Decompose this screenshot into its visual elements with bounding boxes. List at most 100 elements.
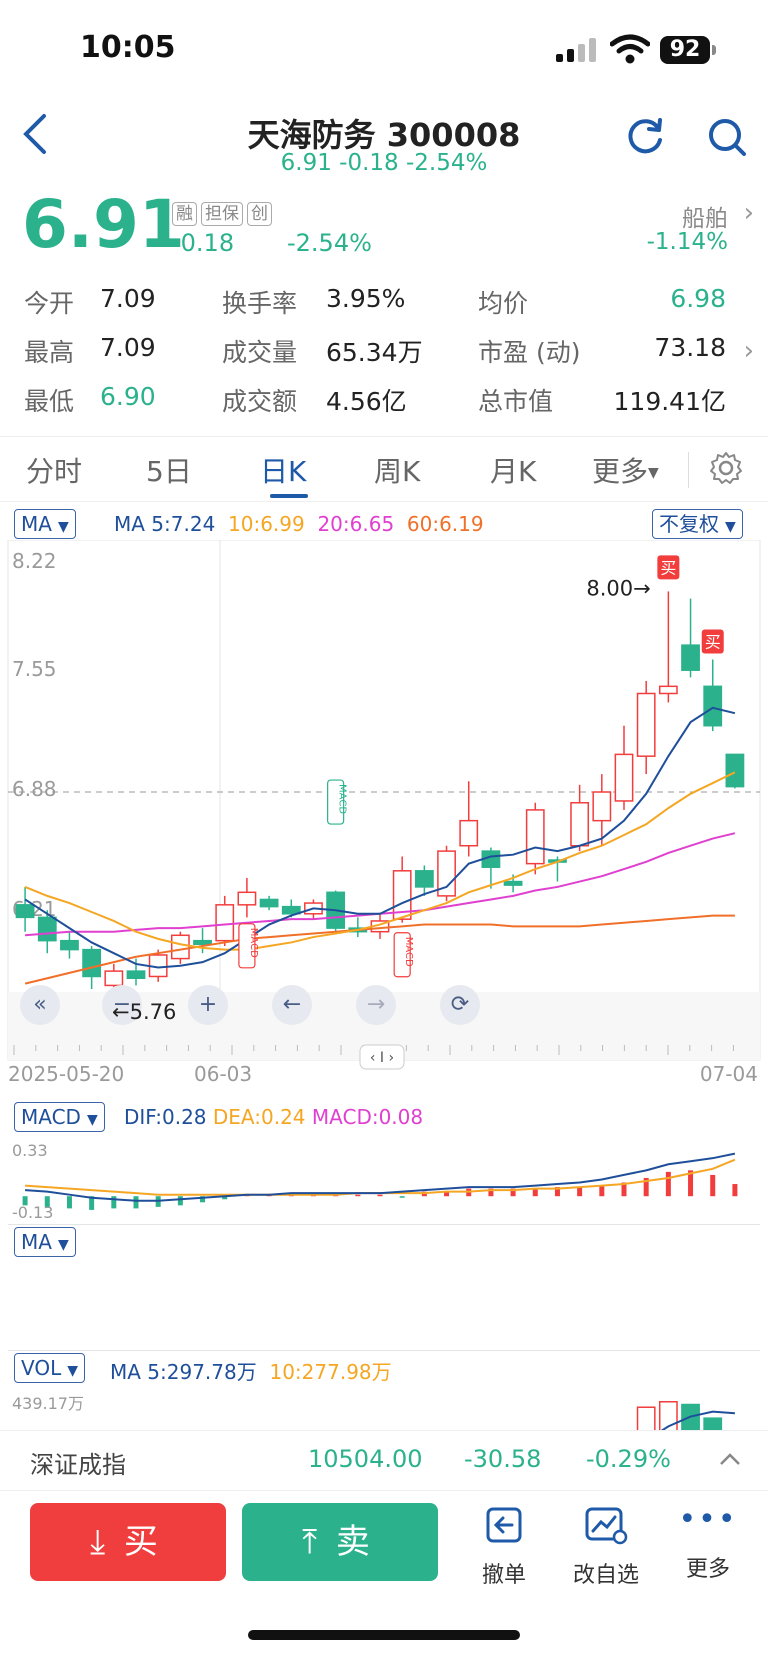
macd-histogram-bar: [532, 1188, 538, 1197]
macd-histogram-bar: [200, 1196, 206, 1203]
stat-value: 65.34万: [326, 338, 423, 367]
x-axis-label: 07-04: [700, 1062, 758, 1086]
zoom-out-icon[interactable]: «: [20, 985, 60, 1025]
stat-value: 6.98: [670, 284, 726, 313]
vol-ma5-line: [660, 1410, 735, 1430]
candle-body: [82, 948, 102, 978]
index-ticker[interactable]: 深证成指 10504.00 -30.58 -0.29%: [0, 1430, 768, 1490]
period-tabs: 分时 5日 日K 周K 月K 更多▼: [0, 440, 768, 502]
rotate-screen-icon[interactable]: ⟳: [440, 985, 480, 1025]
tab-daily-k[interactable]: 日K: [260, 455, 307, 488]
divider: [8, 1224, 760, 1225]
chart-scroll-handle: [359, 1044, 405, 1070]
indicator-selector-vol[interactable]: VOL ▼: [14, 1353, 85, 1383]
caret-down-icon: ▼: [725, 519, 736, 535]
stat-value: 4.56亿: [326, 387, 407, 416]
index-name: 深证成指: [30, 1451, 126, 1479]
candle-body: [503, 880, 523, 886]
home-indicator: [248, 1630, 520, 1640]
search-icon[interactable]: [706, 116, 748, 158]
back-button[interactable]: [20, 112, 56, 158]
zoom-minus-icon[interactable]: −: [102, 985, 142, 1025]
macd-legend: DIF:0.28 DEA:0.24 MACD:0.08: [124, 1105, 423, 1129]
tab-intraday[interactable]: 分时: [26, 455, 83, 488]
indicator-selector-macd[interactable]: MACD ▼: [14, 1102, 105, 1132]
clock: 10:05: [80, 30, 176, 65]
macd-histogram-bar: [133, 1196, 139, 1209]
cancel-order-icon: [486, 1507, 522, 1543]
stat-value: 6.90: [100, 382, 156, 411]
candlestick-chart[interactable]: 8.227.556.886.215.548.00→买买MACDMACDMACD2…: [0, 540, 768, 1100]
sell-button[interactable]: ⤒ 卖: [242, 1503, 438, 1581]
status-bar: 10:05 92: [0, 0, 768, 100]
macd-histogram-bar: [44, 1196, 50, 1207]
macd-histogram-bar: [66, 1196, 72, 1209]
ma10-value: 10:6.99: [228, 512, 305, 536]
dea-value: DEA:0.24: [212, 1105, 306, 1129]
candle-body: [392, 870, 412, 920]
collateral-tag: 担保: [201, 202, 243, 226]
sector-name[interactable]: 船舶: [682, 206, 728, 232]
adjust-selector[interactable]: 不复权 ▼: [652, 509, 743, 539]
buy-arrow-icon: ⤓: [90, 1522, 106, 1562]
stat-value: 119.41亿: [613, 387, 726, 416]
stat-label: 成交量: [222, 338, 298, 367]
scroll-left-icon[interactable]: ←: [272, 985, 312, 1025]
tab-5day[interactable]: 5日: [146, 455, 192, 488]
macd-histogram-bar: [377, 1194, 383, 1197]
macd-cross-marker: [238, 923, 256, 969]
macd-histogram-bar: [710, 1174, 716, 1197]
stat-label: 总市值: [478, 387, 554, 416]
chevron-right-icon[interactable]: ›: [743, 198, 754, 228]
ma60-line: [24, 914, 735, 985]
more-dots-icon: •••: [678, 1502, 738, 1537]
macd-axis-bottom: -0.13: [12, 1203, 53, 1222]
cancel-order-button[interactable]: 撤单: [464, 1505, 544, 1589]
ma10-line: [24, 771, 736, 951]
tab-monthly-k[interactable]: 月K: [490, 455, 537, 488]
more-label: 更多: [685, 1557, 730, 1582]
edit-watchlist-button[interactable]: 改自选: [566, 1505, 646, 1589]
candle-body: [592, 791, 612, 822]
candle-body: [658, 685, 678, 695]
indicator-selector-ma-panel[interactable]: MA ▼: [14, 1227, 76, 1257]
candle-body: [15, 904, 35, 919]
macd-histogram-bar: [577, 1187, 583, 1197]
buy-signal-badge: [657, 555, 680, 580]
stock-title: 天海防务 300008: [247, 116, 521, 154]
divider: [688, 452, 689, 488]
sector-change[interactable]: -1.14%: [646, 229, 728, 255]
chevron-up-icon[interactable]: [718, 1451, 742, 1467]
macd-cross-marker: [327, 779, 345, 825]
vol-legend: MA 5:297.78万 10:277.98万: [110, 1356, 392, 1385]
more-button[interactable]: ••• 更多: [668, 1505, 748, 1583]
chevron-right-icon[interactable]: ›: [743, 336, 754, 366]
refresh-icon[interactable]: [624, 116, 666, 158]
settings-gear-icon[interactable]: [708, 450, 744, 486]
indicator-selector-ma[interactable]: MA ▼: [14, 509, 76, 539]
low-price-note: ←5.76: [112, 1000, 177, 1024]
price-change: -0.18 -2.54%: [172, 229, 372, 257]
chart-edit-icon: [585, 1507, 628, 1545]
ma60-value: 60:6.19: [406, 512, 484, 536]
buy-button[interactable]: ⤓ 买: [30, 1503, 226, 1581]
stat-label: 换手率: [222, 289, 298, 318]
change-value: -0.18: [172, 229, 235, 257]
x-axis-label: 06-03: [194, 1062, 252, 1086]
zoom-in-icon[interactable]: +: [188, 985, 228, 1025]
volume-chart[interactable]: [0, 1390, 768, 1430]
macd-histogram-bar: [111, 1196, 117, 1209]
cellular-signal-icon: [556, 38, 596, 62]
stat-label: 最低: [24, 387, 75, 416]
scroll-right-icon[interactable]: →: [356, 985, 396, 1025]
macd-chart[interactable]: 0.33 -0.13: [0, 1136, 768, 1226]
tab-more[interactable]: 更多▼: [592, 450, 659, 490]
macd-histogram-bar: [355, 1194, 361, 1197]
stat-value: 7.09: [100, 333, 156, 362]
margin-tag: 融: [172, 202, 197, 226]
cancel-order-label: 撤单: [481, 1563, 526, 1588]
dif-value: DIF:0.28: [124, 1105, 207, 1129]
tab-weekly-k[interactable]: 周K: [374, 455, 421, 488]
y-tick-label: 7.55: [12, 657, 57, 681]
chinext-tag: 创: [247, 202, 272, 226]
